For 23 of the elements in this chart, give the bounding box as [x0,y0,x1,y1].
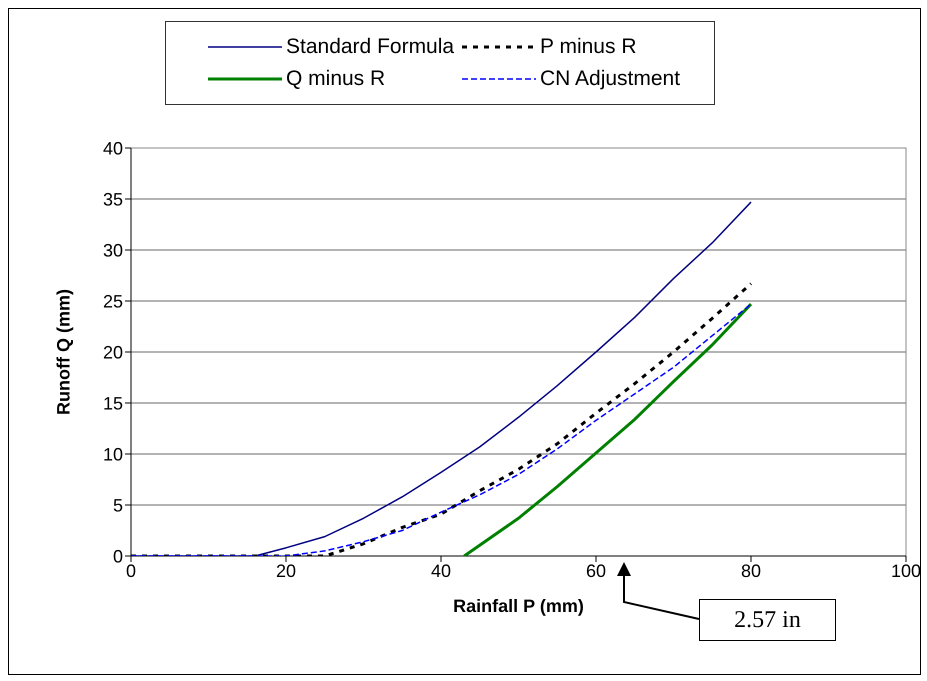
x-tick-label: 0 [126,560,136,581]
legend-label: CN Adjustment [540,67,680,91]
legend-label: P minus R [540,35,636,59]
x-tick-label: 80 [740,560,762,581]
y-tick-label: 5 [112,495,123,516]
y-tick-label: 30 [102,240,123,260]
x-tick-label: 100 [890,560,922,581]
y-axis-title: Runoff Q (mm) [53,289,74,415]
y-tick-label: 35 [102,189,123,210]
legend-label: Q minus R [286,67,386,91]
y-tick-label: 25 [102,291,123,312]
y-tick-label: 15 [102,393,123,414]
x-tick-label: 20 [276,560,296,581]
x-axis-title: Rainfall P (mm) [453,596,584,616]
x-tick-label: 40 [430,560,452,581]
callout-box: 2.57 in [699,599,836,641]
legend-label: Standard Formula [286,35,454,59]
x-tick-label: 60 [586,560,606,581]
line-series [462,302,752,556]
y-tick-label: 20 [102,342,123,362]
y-tick-label: 10 [102,444,123,464]
y-tick-label: 40 [102,138,123,158]
y-tick-label: 0 [112,546,123,566]
